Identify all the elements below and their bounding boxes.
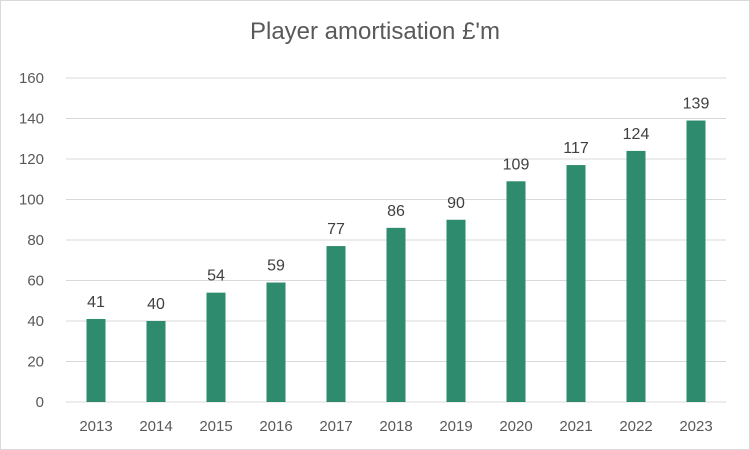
bar (266, 282, 286, 402)
data-label: 59 (267, 258, 285, 275)
y-tick-label: 100 (19, 192, 44, 209)
x-tick-label: 2015 (199, 418, 232, 435)
data-label: 124 (623, 126, 650, 143)
data-label: 90 (447, 195, 465, 212)
bar (446, 219, 466, 402)
y-tick-label: 0 (36, 394, 44, 411)
bar (326, 246, 346, 402)
data-label: 54 (207, 268, 225, 285)
data-label: 117 (563, 140, 589, 157)
x-tick-label: 2017 (319, 418, 352, 435)
x-tick-label: 2021 (559, 418, 592, 435)
y-tick-label: 80 (27, 232, 44, 249)
data-label: 40 (147, 296, 165, 313)
data-label: 139 (683, 96, 710, 113)
y-tick-label: 160 (19, 70, 44, 87)
chart-title: Player amortisation £'m (249, 18, 500, 45)
y-tick-label: 40 (27, 313, 44, 330)
x-tick-label: 2018 (379, 418, 412, 435)
bar (506, 181, 526, 402)
data-label: 77 (327, 221, 345, 238)
x-tick-label: 2023 (679, 418, 712, 435)
data-label: 109 (503, 156, 530, 173)
bar (146, 321, 166, 402)
bar (386, 227, 406, 402)
x-tick-label: 2013 (79, 418, 112, 435)
x-tick-label: 2019 (439, 418, 472, 435)
bars (86, 120, 706, 403)
data-label: 86 (387, 203, 405, 220)
bar (626, 150, 646, 402)
x-tick-label: 2016 (259, 418, 292, 435)
bar (566, 165, 586, 402)
y-tick-label: 60 (27, 273, 44, 290)
x-tick-label: 2014 (139, 418, 172, 435)
y-axis-tick-labels: 0 20 40 60 80 100 120 140 160 (19, 70, 44, 411)
x-tick-label: 2020 (499, 418, 532, 435)
y-tick-label: 140 (19, 111, 44, 128)
bar (206, 292, 226, 402)
data-label: 41 (87, 294, 105, 311)
x-axis-tick-labels: 2013 2014 2015 2016 2017 2018 2019 2020 2021 2022… (79, 418, 712, 435)
data-labels: 41 40 54 59 77 86 90 109 117 124 139 (87, 96, 709, 313)
y-tick-label: 120 (19, 151, 44, 168)
y-tick-label: 20 (27, 354, 44, 371)
x-tick-label: 2022 (619, 418, 652, 435)
bar (86, 318, 106, 402)
bar (686, 120, 706, 403)
